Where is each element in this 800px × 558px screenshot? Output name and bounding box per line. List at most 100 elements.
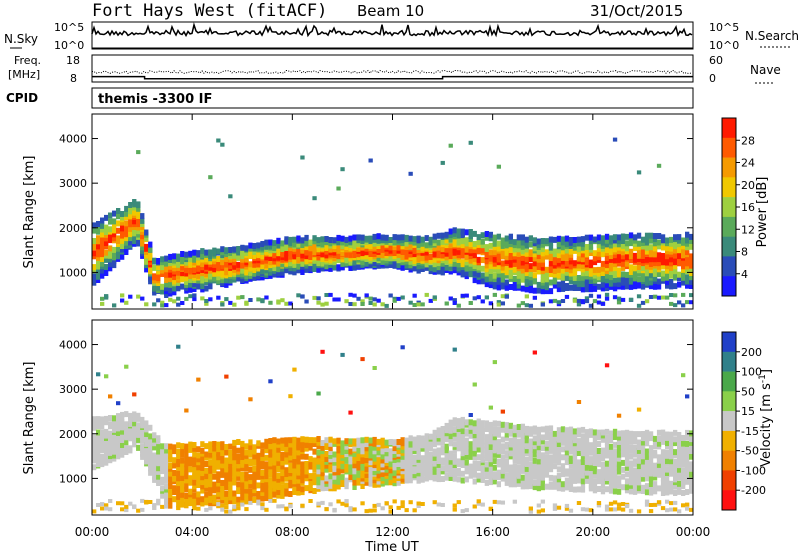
- heat-cell: [328, 463, 333, 470]
- heat-cell: [669, 501, 674, 506]
- heat-cell: [436, 471, 441, 478]
- heat-cell: [156, 501, 161, 506]
- heat-cell: [685, 260, 690, 267]
- heat-cell: [272, 265, 277, 272]
- heat-cell: [336, 257, 341, 264]
- heat-cell: [476, 428, 481, 435]
- heat-cell: [488, 456, 494, 463]
- heat-cell: [172, 265, 177, 272]
- heat-cell: [264, 442, 269, 449]
- heat-cell: [92, 267, 97, 274]
- heat-cell: [681, 279, 686, 286]
- heat-cell: [500, 283, 506, 290]
- colorbar-tick-label: 28: [741, 134, 755, 147]
- heat-cell: [92, 227, 97, 234]
- heat-cell: [384, 439, 389, 446]
- heat-cell: [148, 265, 153, 272]
- heat-cell: [416, 501, 421, 506]
- heat-cell: [164, 276, 169, 283]
- heat-cell: [492, 426, 498, 433]
- heat-cell: [524, 433, 530, 439]
- heat-cell: [536, 503, 542, 508]
- heat-cell: [608, 501, 614, 506]
- heat-cell: [677, 260, 682, 267]
- heat-cell: [448, 236, 453, 243]
- heat-cell: [636, 270, 642, 277]
- heat-cell: [652, 502, 658, 507]
- heat-cell: [316, 254, 321, 261]
- heat-cell: [540, 434, 546, 441]
- heat-cell: [336, 478, 341, 485]
- heat-cell: [268, 243, 273, 250]
- heat-cell: [200, 447, 205, 454]
- heat-cell: [604, 465, 610, 472]
- heat-cell: [392, 469, 397, 476]
- heat-cell: [332, 456, 337, 463]
- heat-cell: [96, 455, 101, 462]
- heat-cell: [464, 229, 469, 236]
- heat-cell: [592, 437, 598, 444]
- heat-cell: [604, 296, 610, 301]
- heat-cell: [140, 430, 145, 437]
- heat-cell: [652, 283, 658, 290]
- heat-cell: [652, 449, 658, 456]
- heat-cell: [636, 294, 642, 299]
- heat-cell: [332, 469, 337, 476]
- heat-cell: [480, 433, 485, 440]
- heat-cell: [104, 415, 109, 422]
- heat-cell: [208, 500, 213, 507]
- heat-cell: [648, 453, 654, 460]
- heat-cell: [612, 451, 618, 458]
- heat-cell: [628, 466, 634, 473]
- heat-cell: [168, 487, 173, 494]
- heat-cell: [232, 504, 237, 509]
- heat-cell: [272, 442, 277, 449]
- heat-cell: [356, 296, 361, 301]
- heat-cell: [464, 462, 469, 469]
- heat-cell: [532, 451, 538, 458]
- heat-cell: [468, 241, 473, 248]
- heat-cell: [636, 282, 642, 289]
- heat-cell: [232, 466, 237, 472]
- heat-cell: [368, 248, 373, 255]
- heat-cell: [188, 460, 193, 467]
- heat-cell: [476, 246, 481, 253]
- heat-cell: [260, 502, 265, 507]
- heat-cell: [304, 256, 309, 263]
- heat-cell: [665, 282, 670, 289]
- heat-cell: [292, 436, 297, 443]
- heat-cell: [677, 462, 682, 469]
- heat-cell: [644, 466, 650, 473]
- heat-cell: [436, 239, 441, 246]
- heat-cell: [508, 250, 514, 257]
- heat-cell: [264, 507, 269, 512]
- heat-cell: [384, 460, 389, 466]
- heat-cell: [456, 265, 461, 272]
- heat-cell: [516, 263, 522, 270]
- heat-cell: [620, 438, 626, 445]
- heat-cell: [656, 485, 662, 492]
- heat-cell: [100, 429, 105, 436]
- heat-cell: [312, 257, 317, 264]
- heat-cell: [448, 458, 453, 465]
- heat-cell: [576, 472, 582, 479]
- heat-cell: [216, 463, 221, 470]
- y-tick-label: 4000: [59, 133, 87, 146]
- heat-cell: [348, 292, 353, 297]
- heat-cell: [432, 245, 437, 252]
- heat-cell: [124, 225, 129, 232]
- heat-cell: [108, 265, 113, 272]
- heat-cell: [536, 475, 542, 482]
- heat-cell: [677, 470, 682, 477]
- heat-cell: [236, 458, 241, 465]
- heat-cell: [252, 465, 257, 472]
- heat-cell: [284, 242, 289, 249]
- heat-cell: [548, 440, 554, 447]
- heat-cell: [552, 256, 558, 263]
- heat-cell: [328, 456, 333, 463]
- heat-cell: [300, 155, 305, 160]
- heat-cell: [188, 488, 193, 495]
- heat-cell: [620, 451, 626, 458]
- heat-cell: [324, 507, 329, 512]
